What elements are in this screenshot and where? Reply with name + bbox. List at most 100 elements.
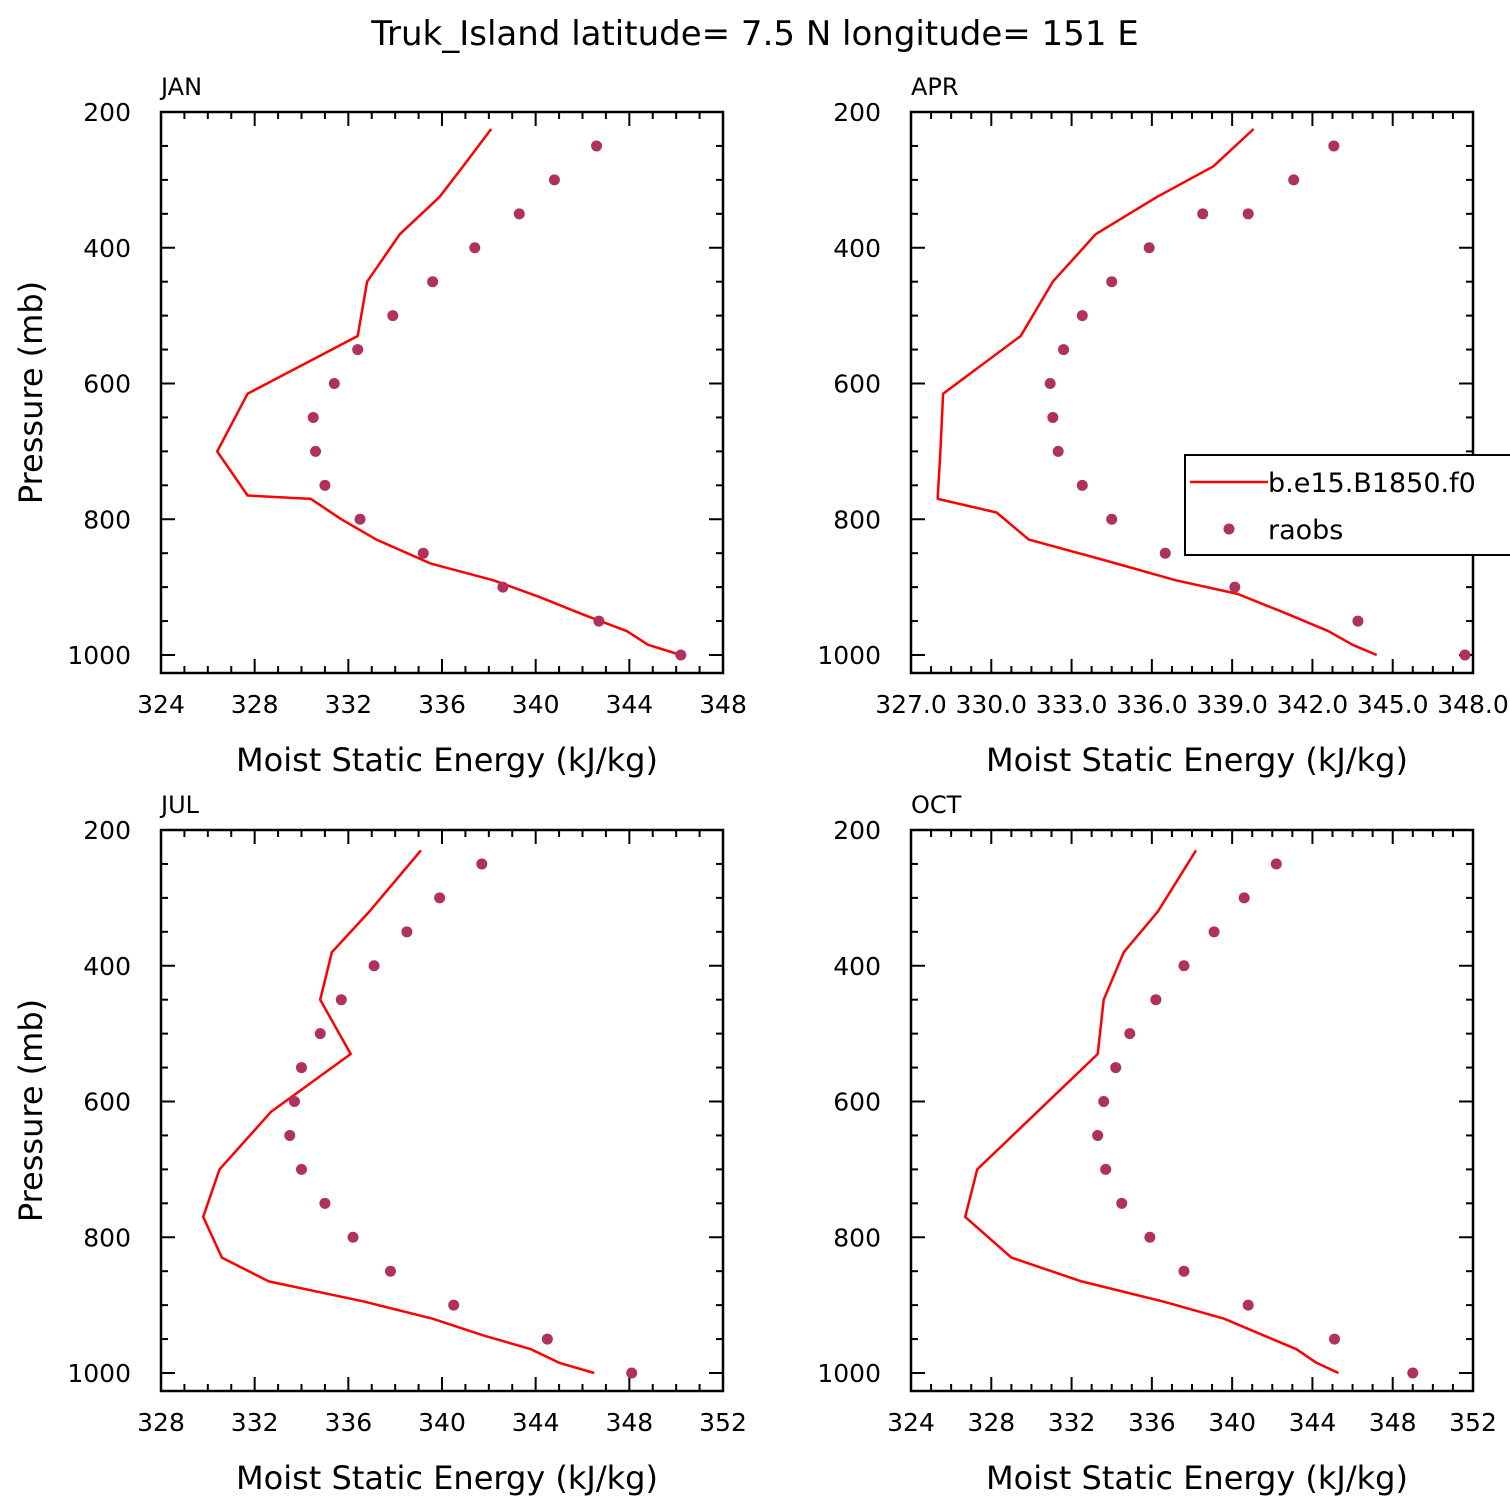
- x-axis-label: Moist Static Energy (kJ/kg): [986, 741, 1408, 779]
- obs-point: [434, 892, 446, 904]
- obs-point: [1178, 960, 1190, 972]
- x-tick-label: 342.0: [1277, 690, 1349, 719]
- y-tick-label: 800: [83, 1223, 131, 1252]
- obs-point: [1197, 208, 1209, 220]
- y-tick-label: 200: [833, 98, 881, 127]
- obs-point: [1407, 1367, 1419, 1379]
- x-tick-label: 340: [418, 1408, 466, 1437]
- obs-point: [1124, 1028, 1136, 1040]
- obs-point: [513, 208, 525, 220]
- x-tick-label: 345.0: [1357, 690, 1429, 719]
- obs-point: [288, 1096, 300, 1107]
- obs-point: [548, 174, 560, 186]
- series-line-model: [201, 849, 595, 1375]
- y-tick-label: 600: [833, 370, 881, 399]
- x-tick-label: 336: [418, 690, 466, 719]
- obs-point: [387, 310, 399, 322]
- obs-point: [448, 1299, 460, 1311]
- obs-point: [296, 1163, 307, 1175]
- obs-point: [1098, 1096, 1110, 1107]
- plot-area: [215, 128, 687, 661]
- y-tick-label: 800: [833, 1223, 881, 1252]
- y-tick-label: 1000: [67, 1359, 131, 1388]
- obs-point: [427, 276, 439, 288]
- figure-title: Truk_Island latitude= 7.5 N longitude= 1…: [370, 14, 1139, 54]
- y-tick-label: 200: [83, 816, 131, 845]
- obs-point: [1159, 547, 1171, 559]
- legend-dot-swatch: [1223, 523, 1235, 535]
- plot-area: [963, 849, 1419, 1379]
- plot-area: [201, 849, 638, 1379]
- obs-point: [1058, 344, 1070, 356]
- obs-point: [307, 411, 319, 423]
- x-axis-label: Moist Static Energy (kJ/kg): [986, 1459, 1408, 1497]
- panel-apr: APR 327.0 330.0 333.0 336.0 339.0 342.0 345.0 34…: [817, 73, 1510, 779]
- obs-point: [591, 140, 603, 152]
- x-tick-label: 352: [1449, 1408, 1497, 1437]
- obs-point: [417, 547, 429, 559]
- y-tick-label: 400: [833, 952, 881, 981]
- obs-point: [335, 994, 347, 1006]
- obs-point: [1047, 411, 1059, 423]
- x-axis-label: Moist Static Energy (kJ/kg): [236, 1459, 658, 1497]
- obs-point: [328, 378, 340, 389]
- legend: b.e15.B1850.f0 raobs: [1184, 454, 1510, 556]
- obs-point: [1208, 926, 1220, 938]
- x-axis-label: Moist Static Energy (kJ/kg): [236, 741, 658, 779]
- legend-entry-model: b.e15.B1850.f0: [1268, 468, 1476, 499]
- obs-point: [310, 445, 322, 457]
- y-tick-label: 200: [83, 98, 131, 127]
- x-tick-label: 344: [512, 1408, 560, 1437]
- obs-point: [497, 581, 509, 593]
- obs-point: [1116, 1197, 1128, 1209]
- plot-frame: [159, 110, 725, 675]
- plot-frame: [909, 828, 1475, 1393]
- y-tick-label: 1000: [817, 641, 881, 670]
- panel-label: JAN: [159, 73, 202, 101]
- x-tick-label: 340: [512, 690, 560, 719]
- plot-frame: [159, 828, 725, 1393]
- y-tick-label: 1000: [67, 641, 131, 670]
- obs-point: [476, 858, 488, 870]
- x-tick-label: 348: [605, 1408, 653, 1437]
- y-tick-label: 400: [833, 234, 881, 263]
- panels-container: JAN 324 328 332 336 340 344 348 200 400 600 800 1000…: [12, 73, 1510, 1497]
- obs-point: [1052, 445, 1064, 457]
- obs-point: [1242, 208, 1254, 220]
- obs-point: [1328, 140, 1340, 152]
- x-tick-label: 348: [699, 690, 747, 719]
- obs-point: [626, 1367, 638, 1379]
- obs-point: [284, 1129, 296, 1141]
- y-tick-label: 400: [83, 952, 131, 981]
- obs-point: [1352, 615, 1364, 627]
- x-tick-label: 344: [605, 690, 653, 719]
- panel-jan: JAN 324 328 332 336 340 344 348 200 400 600 800 1000…: [12, 73, 747, 779]
- obs-point: [1106, 276, 1118, 288]
- x-tick-label: 336.0: [1116, 690, 1188, 719]
- obs-point: [1106, 513, 1118, 525]
- obs-point: [1092, 1129, 1104, 1141]
- obs-point: [401, 926, 413, 938]
- panel-jul: JUL 328 332 336 340 344 348 352 200 400 600 800 1000…: [12, 791, 747, 1497]
- obs-point: [384, 1265, 396, 1277]
- panel-label: OCT: [911, 791, 962, 819]
- legend-entry-obs: raobs: [1268, 515, 1343, 546]
- plot-area: [936, 128, 1471, 661]
- y-tick-label: 600: [83, 370, 131, 399]
- obs-point: [1150, 994, 1162, 1006]
- panel-oct: OCT 324 328 332 336 340 344 348 352 200 400 600 800 1…: [817, 791, 1496, 1497]
- obs-point: [1144, 1231, 1156, 1243]
- y-tick-label: 1000: [817, 1359, 881, 1388]
- x-tick-label: 332: [324, 690, 372, 719]
- series-line-model: [963, 849, 1340, 1375]
- obs-point: [314, 1028, 326, 1040]
- obs-point: [541, 1333, 553, 1345]
- x-tick-label: 333.0: [1036, 690, 1108, 719]
- obs-point: [1242, 1299, 1254, 1311]
- panel-label: JUL: [159, 791, 200, 819]
- x-tick-label: 328: [137, 1408, 185, 1437]
- legend-box: [1184, 454, 1510, 556]
- obs-point: [593, 615, 605, 627]
- obs-point: [354, 513, 366, 525]
